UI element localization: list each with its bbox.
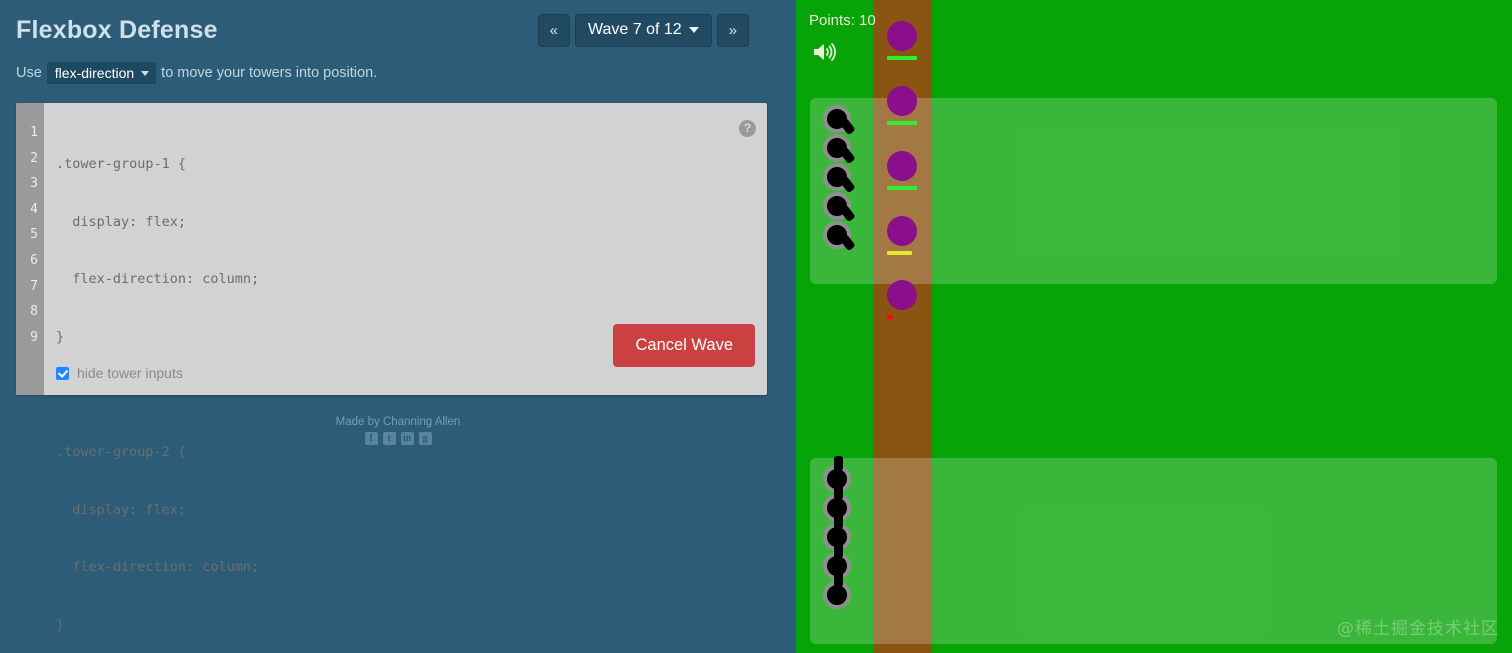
line-number: 7	[30, 278, 38, 294]
tower[interactable]	[820, 572, 857, 610]
line-number-gutter: 1 2 3 4 5 6 7 8 9	[16, 103, 44, 395]
enemy-body-icon	[887, 151, 917, 181]
code-text-area[interactable]: .tower-group-1 { display: flex; flex-dir…	[44, 103, 767, 633]
facebook-icon[interactable]: f	[364, 432, 378, 445]
tower-barrel-icon	[834, 572, 843, 587]
footer-credit: Made by Channing Allen	[335, 416, 461, 428]
enemy	[887, 21, 917, 60]
enemy-health-bar	[887, 56, 917, 60]
code-line: display: flex;	[56, 213, 187, 230]
tower-barrel-icon	[839, 146, 856, 165]
tower[interactable]	[820, 105, 857, 136]
line-number: 1	[30, 125, 38, 140]
code-line: .tower-group-2 {	[56, 443, 187, 460]
code-line: flex-direction: column;	[56, 271, 260, 288]
property-selector-label: flex-direction	[54, 65, 135, 81]
speaker-on-icon[interactable]	[812, 41, 836, 68]
hide-tower-inputs-row[interactable]: hide tower inputs	[56, 365, 183, 381]
line-number: 5	[30, 227, 38, 243]
line-number: 2	[30, 150, 38, 166]
enemy-body-icon	[887, 280, 917, 310]
tower-barrel-icon	[839, 204, 856, 223]
hide-tower-inputs-checkbox[interactable]	[56, 366, 69, 380]
line-number: 6	[30, 252, 38, 268]
code-line	[56, 382, 767, 408]
tower-group-2	[810, 456, 1497, 644]
points-label: Points: 10	[809, 12, 876, 29]
code-line: flex-direction: column;	[56, 559, 260, 576]
game-board: Points: 10 @稀土掘金技术社区	[796, 0, 1512, 653]
code-line: .tower-group-1 {	[56, 156, 187, 172]
code-line: }	[56, 616, 65, 633]
enemy-health-bar	[887, 315, 893, 319]
enemy-health-bar	[887, 251, 912, 255]
prev-wave-button[interactable]: «	[537, 13, 570, 47]
linkedin-icon[interactable]: in	[400, 432, 414, 445]
wave-controls: « Wave 7 of 12 »	[537, 13, 749, 47]
chevron-down-icon	[688, 27, 699, 33]
enemy	[887, 280, 917, 319]
enemy	[887, 151, 917, 190]
line-number: 8	[30, 304, 38, 320]
line-number: 4	[30, 201, 38, 217]
tower-barrel-icon	[839, 175, 856, 194]
help-icon[interactable]: ?	[739, 120, 756, 137]
line-number: 9	[30, 329, 38, 345]
wave-selector-label: Wave 7 of 12	[587, 21, 682, 38]
watermark: @稀土掘金技术社区	[1337, 619, 1499, 639]
tower-barrel-icon	[834, 543, 843, 558]
twitter-icon[interactable]: t	[382, 432, 396, 445]
tower-barrel-icon	[834, 485, 843, 500]
tower[interactable]	[820, 192, 857, 223]
wave-selector[interactable]: Wave 7 of 12	[574, 13, 712, 47]
property-selector[interactable]: flex-direction	[46, 62, 157, 84]
enemy-health-bar	[887, 186, 917, 190]
hide-tower-inputs-label: hide tower inputs	[77, 365, 183, 381]
enemy-health-bar	[887, 121, 917, 125]
left-panel: Flexbox Defense « Wave 7 of 12 » Use fle…	[0, 0, 796, 653]
code-line: display: flex;	[56, 501, 187, 518]
enemy	[887, 86, 917, 125]
page-title: Flexbox Defense	[16, 15, 218, 44]
social-links: f t in g	[0, 432, 796, 445]
instruction-prefix: Use	[16, 65, 42, 81]
tower[interactable]	[820, 221, 857, 252]
chevron-down-icon	[141, 70, 150, 76]
next-wave-button[interactable]: »	[716, 13, 749, 47]
enemy-body-icon	[887, 21, 917, 51]
github-icon[interactable]: g	[418, 432, 432, 445]
tower-barrel-icon	[839, 233, 856, 252]
code-line: }	[56, 328, 65, 345]
instruction-text: Use flex-direction to move your towers i…	[0, 48, 796, 84]
tower[interactable]	[820, 163, 857, 194]
footer: Made by Channing Allen f t in g	[0, 416, 796, 445]
code-editor[interactable]: 1 2 3 4 5 6 7 8 9 .tower-group-1 { displ…	[16, 103, 767, 633]
tower-barrel-icon	[839, 117, 856, 136]
tower-group-1	[810, 98, 1497, 284]
header-bar: Flexbox Defense « Wave 7 of 12 »	[0, 0, 796, 48]
cancel-wave-button[interactable]: Cancel Wave	[613, 324, 755, 367]
instruction-suffix: to move your towers into position.	[161, 65, 378, 81]
tower-barrel-icon	[834, 514, 843, 529]
line-number: 3	[30, 176, 38, 192]
tower-barrel-icon	[834, 456, 843, 471]
enemy-body-icon	[887, 86, 917, 116]
tower[interactable]	[820, 134, 857, 165]
enemy	[887, 216, 917, 255]
enemy-body-icon	[887, 216, 917, 246]
